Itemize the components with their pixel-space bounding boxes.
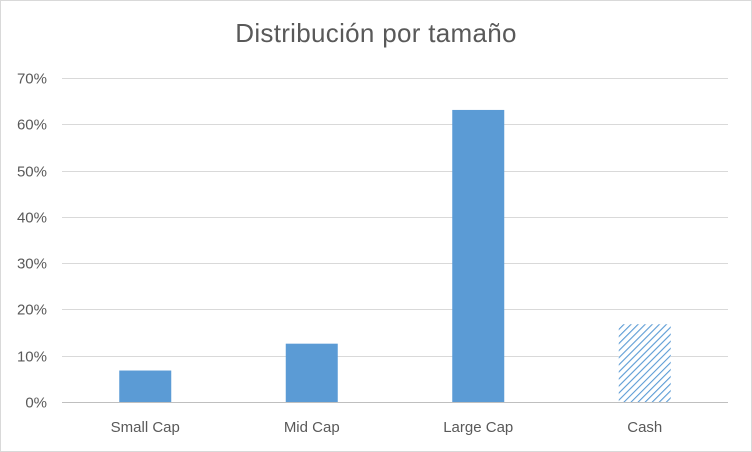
bar-mid-cap (285, 343, 338, 402)
bars (119, 109, 671, 403)
y-tick-label: 20% (17, 302, 47, 319)
x-tick-label: Mid Cap (284, 419, 340, 436)
y-tick-label: 30% (17, 256, 47, 273)
bar-large-cap (452, 109, 505, 403)
bar-small-cap (119, 370, 172, 402)
y-tick-label: 60% (17, 117, 47, 134)
y-tick-label: 40% (17, 210, 47, 227)
x-tick-label: Cash (627, 419, 662, 436)
y-tick-label: 0% (25, 395, 47, 412)
x-tick-label: Large Cap (443, 419, 513, 436)
x-axis: Small Cap Mid Cap Large Cap Cash (111, 419, 663, 436)
gridlines (62, 78, 728, 403)
chart-title: Distribución por tamaño (235, 18, 517, 48)
y-axis: 0% 10% 20% 30% 40% 50% 60% 70% (17, 71, 47, 412)
x-tick-label: Small Cap (111, 419, 180, 436)
y-tick-label: 50% (17, 164, 47, 181)
y-tick-label: 10% (17, 349, 47, 366)
y-tick-label: 70% (17, 71, 47, 88)
bar-cash (618, 324, 671, 402)
